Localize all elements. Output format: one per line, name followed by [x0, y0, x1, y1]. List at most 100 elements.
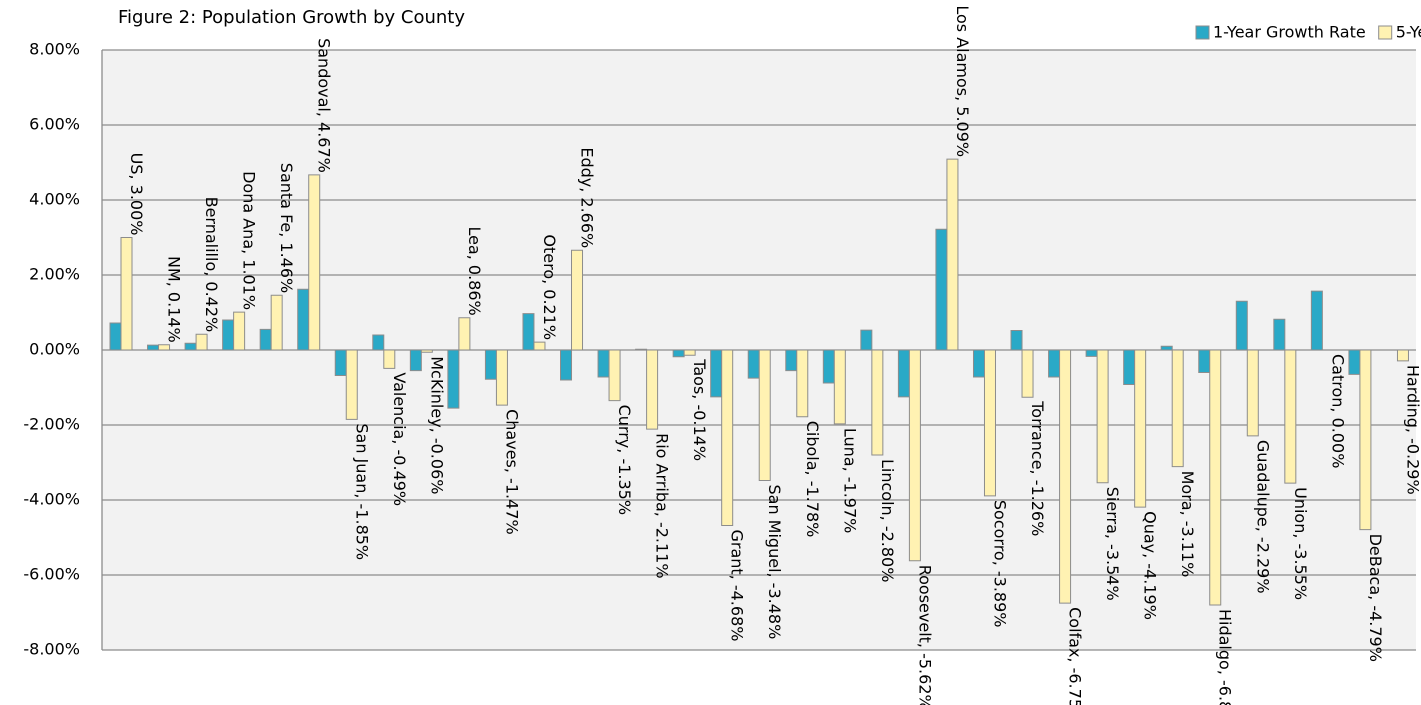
- bar-group: Socorro, -3.89%: [972, 349, 1009, 628]
- bar-group: Los Alamos, 5.09%: [935, 5, 972, 351]
- bar-group: Quay, -4.19%: [1123, 349, 1160, 620]
- data-label: Quay, -4.19%: [1141, 511, 1160, 620]
- bar: [710, 349, 723, 398]
- bar: [833, 349, 846, 425]
- data-label: Union, -3.55%: [1291, 487, 1310, 600]
- bar-group: Eddy, 2.66%: [560, 147, 597, 381]
- bar-group: NM, 0.14%: [147, 256, 184, 351]
- bar: [1348, 349, 1361, 375]
- bar-group: Chaves, -1.47%: [484, 349, 521, 535]
- data-label: Mora, -3.11%: [1178, 471, 1197, 578]
- bar: [195, 333, 208, 351]
- bar: [796, 349, 809, 418]
- bar: [222, 319, 235, 351]
- bar: [860, 329, 873, 351]
- bar-group: Harding, -0.29%: [1396, 349, 1421, 495]
- data-label: Hidalgo, -6.80%: [1216, 609, 1235, 705]
- bar: [983, 349, 996, 497]
- y-tick-label: -4.00%: [23, 490, 80, 509]
- y-tick-label: -6.00%: [23, 565, 80, 584]
- bar: [458, 317, 471, 351]
- bar: [147, 344, 160, 351]
- data-label: Torrance, -1.26%: [1028, 400, 1047, 536]
- bar: [1396, 349, 1409, 362]
- bar-group: Curry, -1.35%: [597, 349, 634, 515]
- bar: [635, 348, 648, 351]
- data-label: McKinley, -0.06%: [427, 356, 446, 494]
- bar: [946, 158, 959, 351]
- data-label: Eddy, 2.66%: [578, 147, 597, 248]
- bar: [1010, 330, 1023, 351]
- bar: [1048, 349, 1061, 378]
- data-label: Sierra, -3.54%: [1103, 487, 1122, 601]
- bar-group: Taos, -0.14%: [672, 349, 709, 461]
- bar: [1123, 349, 1136, 385]
- bar-group: Sandoval, 4.67%: [297, 38, 334, 351]
- bar: [1021, 349, 1034, 398]
- bar: [785, 349, 798, 372]
- legend-label: 1-Year Growth Rate: [1213, 23, 1366, 42]
- data-label: Valencia, -0.49%: [390, 372, 409, 506]
- bar-group: Dona Ana, 1.01%: [222, 171, 259, 351]
- bar-group: Lea, 0.86%: [447, 226, 484, 409]
- y-tick-label: 0.00%: [29, 340, 80, 359]
- bar: [270, 294, 283, 351]
- bar-group: Torrance, -1.26%: [1010, 330, 1047, 536]
- bar: [409, 349, 422, 372]
- bar-group: Santa Fe, 1.46%: [259, 163, 296, 351]
- bar: [484, 349, 497, 380]
- bar: [1085, 349, 1098, 357]
- bar: [420, 349, 433, 353]
- data-label: Rio Arriba, -2.11%: [653, 433, 672, 578]
- chart-title: Figure 2: Population Growth by County: [118, 7, 465, 28]
- bar: [560, 349, 573, 381]
- bar-group: Otero, 0.21%: [522, 234, 559, 351]
- data-label: NM, 0.14%: [165, 256, 184, 343]
- legend-swatch: [1195, 25, 1210, 40]
- bar: [1359, 349, 1372, 531]
- bar: [522, 313, 535, 351]
- bar-group: McKinley, -0.06%: [409, 349, 446, 494]
- bar: [1198, 349, 1211, 373]
- bar: [1273, 318, 1286, 351]
- bar-group: Union, -3.55%: [1273, 318, 1310, 600]
- bar: [822, 349, 835, 384]
- bar: [972, 349, 985, 378]
- data-label: Lea, 0.86%: [465, 226, 484, 315]
- bar-group: US, 3.00%: [109, 153, 146, 351]
- bar-group: San Juan, -1.85%: [334, 349, 371, 560]
- data-label: Guadalupe, -2.29%: [1253, 440, 1272, 594]
- bar: [871, 349, 884, 456]
- bar-group: Guadalupe, -2.29%: [1235, 300, 1272, 594]
- bar: [495, 349, 508, 406]
- bar-group: Rio Arriba, -2.11%: [635, 348, 672, 579]
- bar: [120, 237, 133, 351]
- bar: [1059, 349, 1072, 604]
- legend-swatch: [1378, 25, 1393, 40]
- bar-group: Luna, -1.97%: [822, 349, 859, 534]
- bar: [672, 349, 685, 358]
- data-label: Luna, -1.97%: [840, 428, 859, 534]
- legend-label: 5-Year Growth Rate: [1396, 23, 1421, 42]
- data-label: Cibola, -1.78%: [803, 421, 822, 538]
- data-label: Harding, -0.29%: [1403, 365, 1421, 495]
- bar-group: Mora, -3.11%: [1160, 345, 1197, 578]
- bar: [646, 349, 659, 430]
- bar-group: Cibola, -1.78%: [785, 349, 822, 538]
- bar: [383, 349, 396, 369]
- bar: [571, 249, 584, 351]
- bar-group: Colfax, -6.75%: [1048, 349, 1085, 705]
- bar: [597, 349, 610, 378]
- data-label: Grant, -4.68%: [728, 530, 747, 642]
- bar-group: San Miguel, -3.48%: [747, 349, 784, 639]
- bar: [533, 341, 546, 351]
- data-label: Bernalillo, 0.42%: [202, 197, 221, 333]
- bar: [308, 174, 321, 351]
- y-tick-label: 6.00%: [29, 115, 80, 134]
- bar: [1160, 345, 1173, 351]
- bar: [334, 349, 347, 376]
- bar: [721, 349, 734, 526]
- bar: [1134, 349, 1147, 508]
- data-label: Otero, 0.21%: [540, 234, 559, 340]
